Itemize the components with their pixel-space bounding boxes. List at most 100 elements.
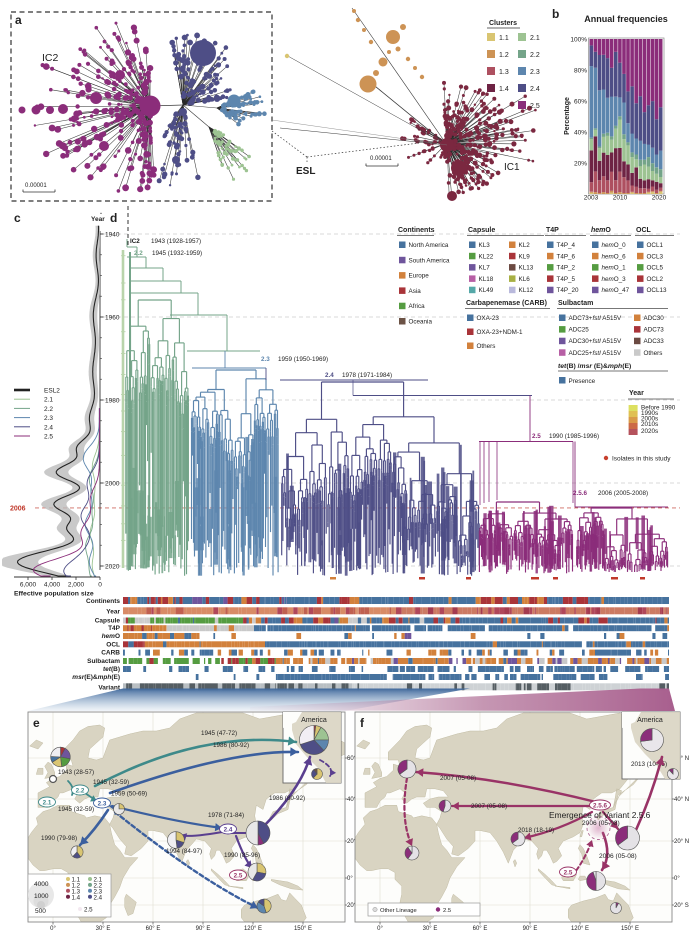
svg-text:Europe: Europe [409,273,430,280]
svg-text:IC2: IC2 [130,238,140,245]
svg-text:hemO: hemO [102,633,120,640]
svg-text:KL22: KL22 [479,253,494,260]
svg-text:2000s: 2000s [641,416,658,423]
svg-text:Annual frequencies: Annual frequencies [584,14,668,24]
svg-text:Continents: Continents [398,227,435,234]
svg-text:2003: 2003 [584,195,599,202]
svg-text:2006: 2006 [10,505,26,512]
svg-text:2.1: 2.1 [530,35,540,42]
svg-text:2006 (2005-2008): 2006 (2005-2008) [598,490,648,497]
svg-text:4,000: 4,000 [44,582,61,589]
svg-text:Sulbactam: Sulbactam [558,300,593,307]
svg-text:Asia: Asia [409,288,422,295]
svg-text:0: 0 [98,582,102,589]
svg-text:T4P_20: T4P_20 [557,287,580,294]
svg-text:ADC30+fstI A515V: ADC30+fstI A515V [569,338,622,345]
svg-text:Others: Others [477,343,496,350]
svg-text:80%: 80% [574,68,587,75]
svg-text:2.4: 2.4 [325,372,334,379]
svg-text:ESL2: ESL2 [44,388,60,395]
svg-text:2.5: 2.5 [532,433,541,440]
svg-text:100%: 100% [570,37,587,44]
svg-text:1940: 1940 [105,232,120,239]
svg-text:tet(B): tet(B) [103,666,120,673]
svg-text:1990 (1985-1996): 1990 (1985-1996) [549,433,599,440]
svg-text:ADC33: ADC33 [644,338,665,345]
svg-text:T4P_4: T4P_4 [557,242,576,249]
svg-text:Presence: Presence [569,378,596,385]
svg-text:Others: Others [644,350,663,357]
svg-text:OCL13: OCL13 [647,287,667,294]
svg-text:hemO_0: hemO_0 [602,242,627,249]
svg-text:1.3: 1.3 [499,69,509,76]
svg-text:60%: 60% [574,99,587,106]
svg-text:KL49: KL49 [479,287,494,294]
svg-text:Before 1990: Before 1990 [641,405,676,412]
svg-text:2020: 2020 [652,195,667,202]
svg-text:2.5: 2.5 [530,103,540,110]
svg-text:Africa: Africa [409,303,426,310]
svg-text:Year: Year [106,608,120,615]
svg-text:2000: 2000 [105,481,120,488]
svg-text:OXA-23: OXA-23 [477,315,500,322]
svg-text:hemO_1: hemO_1 [602,265,627,272]
svg-text:Carbapenemase (CARB): Carbapenemase (CARB) [466,300,547,307]
svg-text:KL3: KL3 [479,242,491,249]
svg-text:2020: 2020 [105,564,120,571]
svg-text:1.1: 1.1 [499,35,509,42]
svg-text:Continents: Continents [86,598,120,605]
svg-text:North America: North America [409,242,449,249]
svg-text:Percentage: Percentage [564,97,571,135]
svg-text:Capsule: Capsule [468,227,495,234]
svg-text:20%: 20% [574,161,587,168]
svg-text:OXA-23+NDM-1: OXA-23+NDM-1 [477,329,524,336]
svg-text:Effective population size: Effective population size [14,591,94,598]
svg-text:tet(B) /msr (E)&mph(E): tet(B) /msr (E)&mph(E) [558,363,631,370]
svg-text:2.5.6: 2.5.6 [573,490,588,497]
svg-text:hemO_6: hemO_6 [602,253,627,260]
svg-text:c: c [14,211,21,225]
svg-text:ADC25: ADC25 [569,327,590,334]
svg-text:d: d [110,211,117,225]
svg-text:2.2: 2.2 [530,52,540,59]
svg-text:0.00001: 0.00001 [370,156,392,162]
svg-text:KL12: KL12 [519,287,534,294]
svg-text:OCL3: OCL3 [647,253,664,260]
svg-text:T4P: T4P [546,227,559,234]
svg-text:CARB: CARB [101,650,120,657]
svg-text:2.4: 2.4 [530,86,540,93]
svg-text:OCL: OCL [106,641,120,648]
svg-text:2.3: 2.3 [44,415,53,422]
svg-text:OCL2: OCL2 [647,276,664,283]
svg-text:OCL1: OCL1 [647,242,664,249]
svg-text:b: b [552,7,559,21]
svg-text:Year: Year [629,390,644,397]
svg-text:South America: South America [409,257,450,264]
svg-text:KL7: KL7 [479,265,491,272]
svg-text:ADC73+fstI A515V: ADC73+fstI A515V [569,315,622,322]
svg-text:2.5: 2.5 [44,434,53,441]
svg-text:Isolates in this study: Isolates in this study [612,456,671,463]
svg-text:1959 (1950-1969): 1959 (1950-1969) [278,356,328,363]
svg-text:hemO_47: hemO_47 [602,287,630,294]
svg-text:1945 (1932-1959): 1945 (1932-1959) [152,250,202,257]
svg-text:KL9: KL9 [519,253,531,260]
svg-text:T4P: T4P [108,625,121,632]
svg-text:KL6: KL6 [519,276,531,283]
svg-text:T4P_6: T4P_6 [557,253,576,260]
svg-text:hemO_3: hemO_3 [602,276,627,283]
svg-text:1978 (1971-1984): 1978 (1971-1984) [342,372,392,379]
svg-text:ESL: ESL [296,166,315,177]
svg-text:OCL5: OCL5 [647,265,664,272]
svg-text:T4P_5: T4P_5 [557,276,576,283]
svg-text:1943 (1928-1957): 1943 (1928-1957) [151,238,201,245]
svg-text:ADC73: ADC73 [644,327,665,334]
svg-text:2.4: 2.4 [44,424,53,431]
svg-text:2.2: 2.2 [44,406,53,413]
svg-text:OCL: OCL [636,227,652,234]
svg-text:Oceania: Oceania [409,319,433,326]
svg-text:Clusters: Clusters [489,20,517,27]
svg-text:IC1: IC1 [504,162,520,173]
svg-text:1.2: 1.2 [499,52,509,59]
svg-text:1980: 1980 [105,398,120,405]
